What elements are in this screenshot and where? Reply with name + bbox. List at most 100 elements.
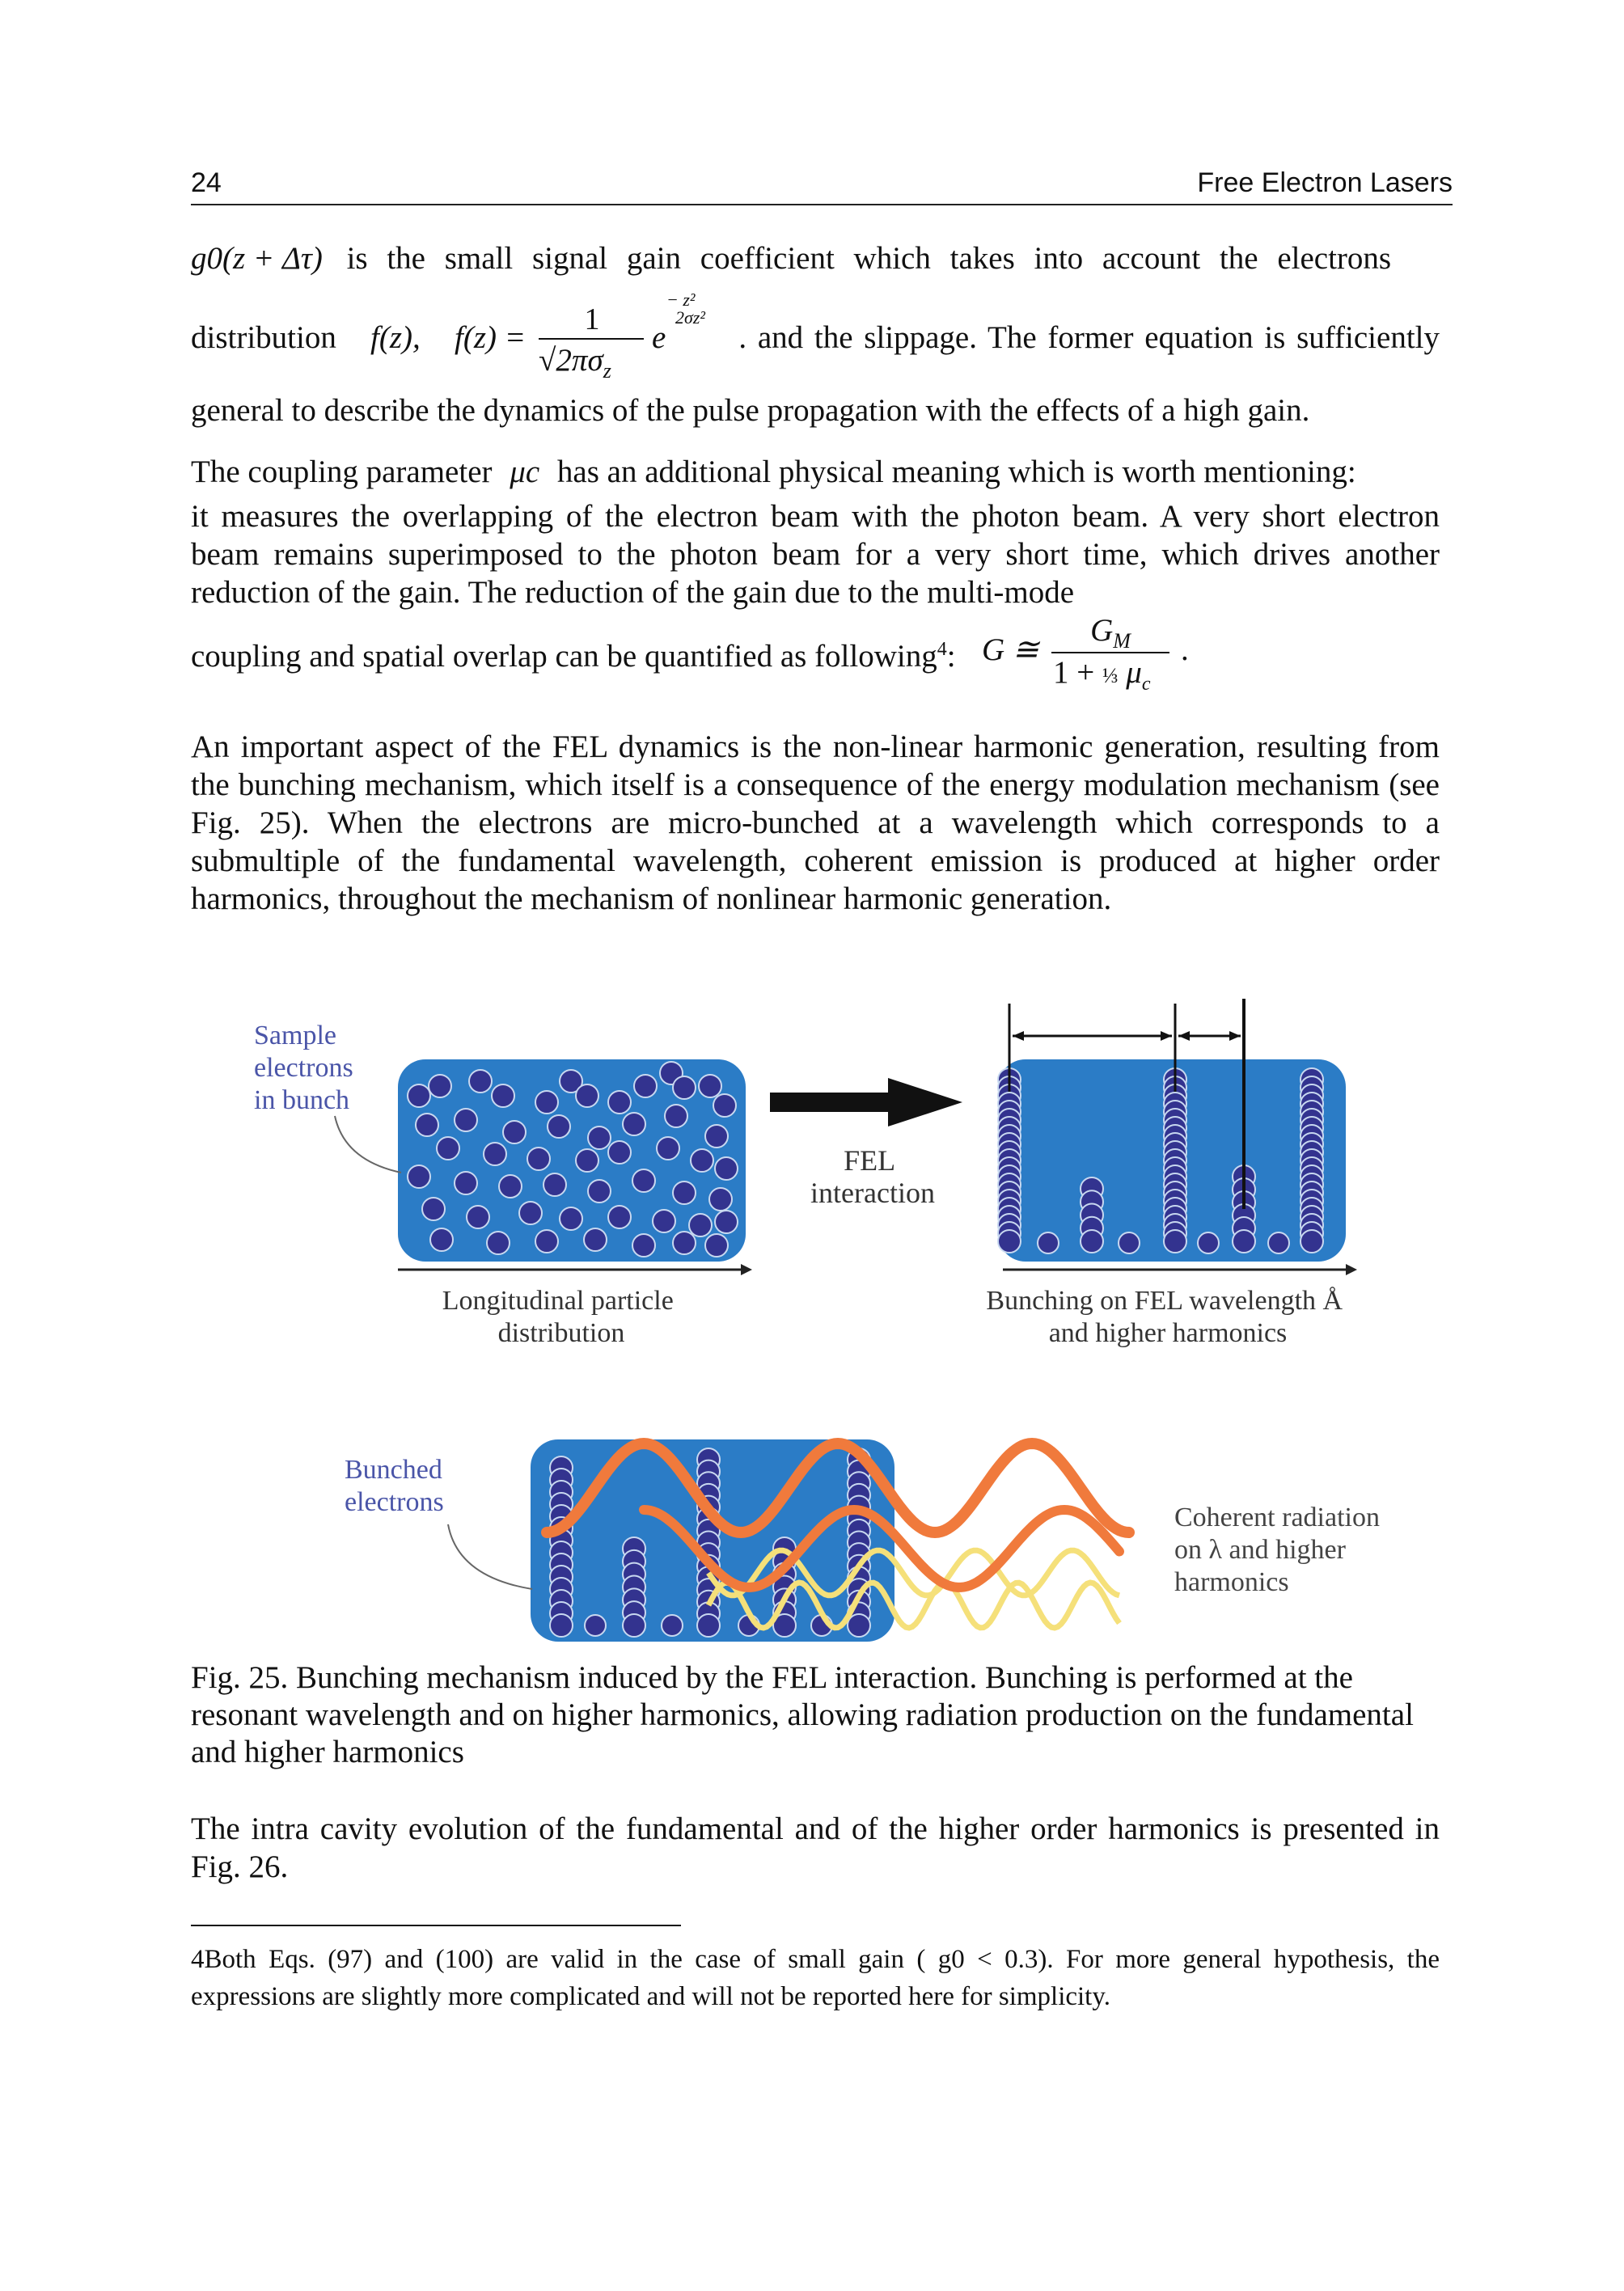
- right-panel-caption: Bunching on FEL wavelength Å and higher …: [986, 1286, 1349, 1348]
- electron: [429, 1228, 454, 1252]
- fel-arrow: [770, 1093, 891, 1112]
- electron: [656, 1136, 680, 1160]
- electron: [587, 1126, 611, 1150]
- electron: [407, 1165, 431, 1189]
- electron: [632, 1169, 656, 1193]
- electron: [543, 1173, 567, 1197]
- electron: [1037, 1232, 1059, 1254]
- para2-last: coupling and spatial overlap can be quan…: [191, 613, 1189, 695]
- electron: [428, 1074, 452, 1098]
- electron: [652, 1209, 676, 1233]
- electron: [583, 1228, 607, 1252]
- electron: [491, 1084, 515, 1108]
- electron: [664, 1104, 688, 1128]
- para2-last-text: coupling and spatial overlap can be quan…: [191, 639, 937, 674]
- bunched-columns: [997, 1067, 1324, 1254]
- electron: [502, 1120, 527, 1144]
- harmonic-wave-1: [706, 1547, 1121, 1599]
- electron: [584, 1614, 607, 1637]
- electron: [559, 1207, 583, 1231]
- mu-c: μc: [510, 454, 540, 489]
- electron: [607, 1140, 632, 1165]
- electron: [713, 1093, 737, 1118]
- electron: [1197, 1232, 1220, 1254]
- electron: [518, 1201, 543, 1225]
- electron: [575, 1084, 599, 1108]
- electron: [661, 1614, 683, 1637]
- footnote: 4Both Eqs. (97) and (100) are valid in t…: [191, 1945, 1440, 2011]
- electron: [672, 1181, 696, 1205]
- electron: [696, 1613, 721, 1638]
- fundamental-wave: [541, 1437, 1135, 1539]
- electron: [708, 1187, 733, 1211]
- electron: [607, 1205, 632, 1229]
- left-panel-caption: Longitudinal particle distribution: [442, 1286, 681, 1348]
- electron: [622, 1613, 646, 1638]
- electron: [714, 1156, 738, 1181]
- electron: [498, 1174, 522, 1198]
- bunched-label: Bunched electrons: [345, 1455, 449, 1517]
- electron: [847, 1613, 871, 1638]
- electron: [633, 1074, 658, 1098]
- electron: [714, 1210, 738, 1234]
- para1-text2: . and the slippage. The former equation …: [738, 320, 1440, 355]
- electron: [688, 1213, 713, 1237]
- electron: [535, 1090, 559, 1114]
- para3: An important aspect of the FEL dynamics …: [191, 729, 1440, 916]
- electron: [454, 1171, 478, 1195]
- electron: [549, 1613, 573, 1638]
- electron: [527, 1147, 551, 1171]
- para1-line1: g0(z + Δτ) is the small signal gain coef…: [191, 239, 1440, 277]
- electron: [535, 1229, 559, 1253]
- fel-interaction-label: FEL interaction: [810, 1144, 935, 1209]
- electron: [415, 1113, 439, 1137]
- para2-line1: The coupling parameter μc has an additio…: [191, 453, 1440, 491]
- electron: [559, 1069, 583, 1093]
- figure-caption: Fig. 25. Bunching mechanism induced by t…: [191, 1660, 1414, 1769]
- para1-line2: distribution f(z), f(z) = 1 √2πσz e − z²…: [191, 290, 1440, 383]
- para2-start: The coupling parameter: [191, 454, 493, 489]
- electron: [997, 1229, 1021, 1253]
- electron: [698, 1074, 722, 1098]
- electron: [575, 1148, 599, 1173]
- para2-body: it measures the overlapping of the elect…: [191, 499, 1440, 610]
- harmonic-wave-2: [705, 1579, 1122, 1631]
- bunching-figure: Sample electrons in bunch Longitudinal p…: [254, 999, 1386, 1642]
- electron: [1118, 1232, 1140, 1254]
- electron: [1163, 1229, 1187, 1253]
- electron: [466, 1205, 490, 1229]
- electron: [1080, 1229, 1104, 1253]
- coherent-label: Coherent radiation on λ and higher harmo…: [1174, 1503, 1386, 1597]
- random-electrons: [407, 1061, 738, 1258]
- para2-rest: has an additional physical meaning which…: [556, 454, 1356, 489]
- electron: [1300, 1229, 1324, 1253]
- electron: [486, 1231, 510, 1255]
- fz-term: f(z),: [370, 320, 421, 355]
- electron: [547, 1114, 571, 1139]
- electron: [587, 1179, 611, 1203]
- electron: [468, 1069, 493, 1093]
- para4: The intra cavity evolution of the fundam…: [191, 1811, 1440, 1884]
- electron: [1267, 1232, 1290, 1254]
- electron: [772, 1613, 797, 1638]
- electron: [704, 1233, 729, 1258]
- electron: [632, 1233, 656, 1258]
- distribution-word: distribution: [191, 320, 336, 355]
- electron: [607, 1090, 632, 1114]
- para1-text1: is the small signal gain coefficient whi…: [346, 241, 1392, 276]
- sample-label: Sample electrons in bunch: [254, 1021, 360, 1115]
- electron: [483, 1142, 507, 1166]
- electron: [436, 1136, 460, 1160]
- page-number: 24: [191, 167, 222, 198]
- fundamental-wave-2: [639, 1504, 1124, 1592]
- electron: [407, 1084, 431, 1108]
- electron: [421, 1197, 446, 1221]
- para1-line3: general to describe the dynamics of the …: [191, 393, 1310, 428]
- electron: [672, 1231, 696, 1255]
- electron: [622, 1112, 646, 1136]
- running-title: Free Electron Lasers: [1197, 167, 1453, 198]
- electron: [1232, 1229, 1256, 1253]
- electron: [454, 1108, 478, 1132]
- page-header: 24 Free Electron Lasers: [191, 163, 1453, 205]
